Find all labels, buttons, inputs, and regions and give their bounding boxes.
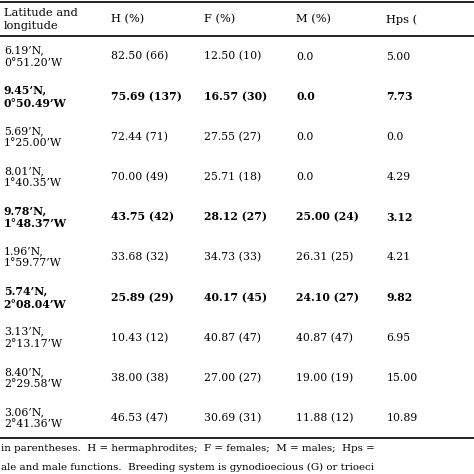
- Text: 25.00 (24): 25.00 (24): [296, 212, 359, 223]
- Text: Latitude and
longitude: Latitude and longitude: [4, 8, 78, 31]
- Text: 10.89: 10.89: [386, 413, 418, 423]
- Text: 0.0: 0.0: [386, 132, 404, 142]
- Text: 33.68 (32): 33.68 (32): [111, 252, 169, 263]
- Text: 5.74’N,
2°08.04’W: 5.74’N, 2°08.04’W: [4, 285, 66, 310]
- Text: 19.00 (19): 19.00 (19): [296, 373, 354, 383]
- Text: 11.88 (12): 11.88 (12): [296, 413, 354, 423]
- Text: 3.12: 3.12: [386, 212, 413, 223]
- Text: Hps (: Hps (: [386, 14, 418, 25]
- Text: 4.21: 4.21: [386, 252, 410, 262]
- Text: 82.50 (66): 82.50 (66): [111, 51, 169, 62]
- Text: 25.71 (18): 25.71 (18): [204, 172, 261, 182]
- Text: 7.73: 7.73: [386, 91, 413, 102]
- Text: 15.00: 15.00: [386, 373, 418, 383]
- Text: 3.13’N,
2°13.17’W: 3.13’N, 2°13.17’W: [4, 327, 62, 348]
- Text: 46.53 (47): 46.53 (47): [111, 413, 168, 423]
- Text: 0.0: 0.0: [296, 52, 314, 62]
- Text: 9.82: 9.82: [386, 292, 412, 303]
- Text: H (%): H (%): [111, 14, 145, 25]
- Text: 5.69’N,
1°25.00’W: 5.69’N, 1°25.00’W: [4, 126, 62, 148]
- Text: 9.45’N,
0°50.49’W: 9.45’N, 0°50.49’W: [4, 84, 67, 109]
- Text: 24.10 (27): 24.10 (27): [296, 292, 359, 303]
- Text: 12.50 (10): 12.50 (10): [204, 51, 261, 62]
- Text: 4.29: 4.29: [386, 172, 410, 182]
- Text: 30.69 (31): 30.69 (31): [204, 413, 261, 423]
- Text: 16.57 (30): 16.57 (30): [204, 91, 267, 102]
- Text: 40.87 (47): 40.87 (47): [296, 332, 353, 343]
- Text: 27.00 (27): 27.00 (27): [204, 373, 261, 383]
- Text: 27.55 (27): 27.55 (27): [204, 132, 261, 142]
- Text: ale and male functions.  Breeding system is gynodioecious (G) or trioeci: ale and male functions. Breeding system …: [1, 463, 374, 472]
- Text: in parentheses.  H = hermaphrodites;  F = females;  M = males;  Hps =: in parentheses. H = hermaphrodites; F = …: [1, 444, 375, 453]
- Text: 5.00: 5.00: [386, 52, 410, 62]
- Text: 10.43 (12): 10.43 (12): [111, 332, 169, 343]
- Text: F (%): F (%): [204, 14, 235, 25]
- Text: 34.73 (33): 34.73 (33): [204, 252, 261, 263]
- Text: 75.69 (137): 75.69 (137): [111, 91, 182, 102]
- Text: 8.01’N,
1°40.35’W: 8.01’N, 1°40.35’W: [4, 166, 62, 188]
- Text: 28.12 (27): 28.12 (27): [204, 212, 267, 223]
- Text: 40.17 (45): 40.17 (45): [204, 292, 267, 303]
- Text: 6.19’N,
0°51.20’W: 6.19’N, 0°51.20’W: [4, 46, 62, 68]
- Text: 72.44 (71): 72.44 (71): [111, 132, 168, 142]
- Text: 25.89 (29): 25.89 (29): [111, 292, 174, 303]
- Text: 0.0: 0.0: [296, 91, 315, 102]
- Text: 0.0: 0.0: [296, 172, 314, 182]
- Text: 3.06’N,
2°41.36’W: 3.06’N, 2°41.36’W: [4, 407, 62, 429]
- Text: 0.0: 0.0: [296, 132, 314, 142]
- Text: 26.31 (25): 26.31 (25): [296, 252, 354, 263]
- Text: 40.87 (47): 40.87 (47): [204, 332, 261, 343]
- Text: M (%): M (%): [296, 14, 331, 25]
- Text: 70.00 (49): 70.00 (49): [111, 172, 169, 182]
- Text: 9.78’N,
1°48.37’W: 9.78’N, 1°48.37’W: [4, 205, 67, 229]
- Text: 1.96’N,
1°59.77’W: 1.96’N, 1°59.77’W: [4, 246, 62, 268]
- Text: 38.00 (38): 38.00 (38): [111, 373, 169, 383]
- Text: 6.95: 6.95: [386, 333, 410, 343]
- Text: 43.75 (42): 43.75 (42): [111, 212, 174, 223]
- Text: 8.40’N,
2°29.58’W: 8.40’N, 2°29.58’W: [4, 367, 62, 389]
